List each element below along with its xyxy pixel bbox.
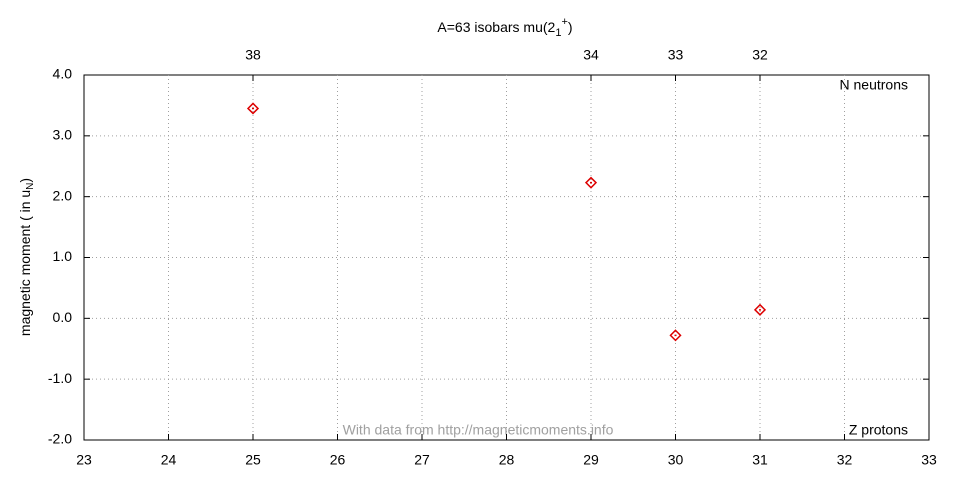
y-tick-label: -2.0: [48, 431, 72, 447]
x-tick-label: 32: [837, 452, 853, 468]
y-tick-label: 1.0: [53, 248, 73, 264]
x-tick-label: 29: [583, 452, 599, 468]
x2-tick-label: 38: [245, 47, 261, 63]
x-tick-label: 27: [414, 452, 430, 468]
title-subscript: 1: [555, 27, 561, 39]
x-tick-label: 28: [499, 452, 515, 468]
data-point: [584, 176, 598, 189]
title-superscript: +: [561, 16, 567, 28]
y-tick-label: 3.0: [53, 127, 73, 143]
y-label-subscript: N: [25, 183, 36, 190]
x2-tick-label: 34: [583, 47, 599, 63]
y-label-end: ): [17, 178, 33, 183]
x-axis-label: Z protons: [849, 422, 908, 438]
x2-axis-label: N neutrons: [840, 77, 908, 93]
y-label-text: magnetic moment ( in u: [17, 190, 33, 336]
data-point: [753, 303, 767, 316]
data-point: [669, 329, 682, 342]
x-tick-label: 25: [245, 452, 261, 468]
x-tick-label: 24: [161, 452, 177, 468]
watermark: With data from http://magneticmoments.in…: [343, 422, 614, 438]
y-tick-label: 0.0: [53, 309, 73, 325]
title-text: A=63 isobars mu(2: [437, 19, 555, 35]
data-point: [246, 102, 260, 115]
plot-frame: [83, 74, 930, 441]
x2-tick-label: 32: [752, 47, 768, 63]
x-tick-label: 23: [76, 452, 92, 468]
y-tick-label: -1.0: [48, 370, 72, 386]
x-tick-label: 26: [330, 452, 346, 468]
y-axis-label: magnetic moment ( in uN): [17, 178, 36, 336]
y-tick-label: 2.0: [53, 187, 73, 203]
y-tick-label: 4.0: [53, 66, 73, 82]
x2-tick-label: 33: [668, 47, 684, 63]
x-tick-label: 30: [668, 452, 684, 468]
title-end: ): [568, 19, 573, 35]
x-tick-label: 31: [752, 452, 768, 468]
chart-title: A=63 isobars mu(21+): [437, 16, 572, 39]
x-tick-label: 33: [921, 452, 937, 468]
